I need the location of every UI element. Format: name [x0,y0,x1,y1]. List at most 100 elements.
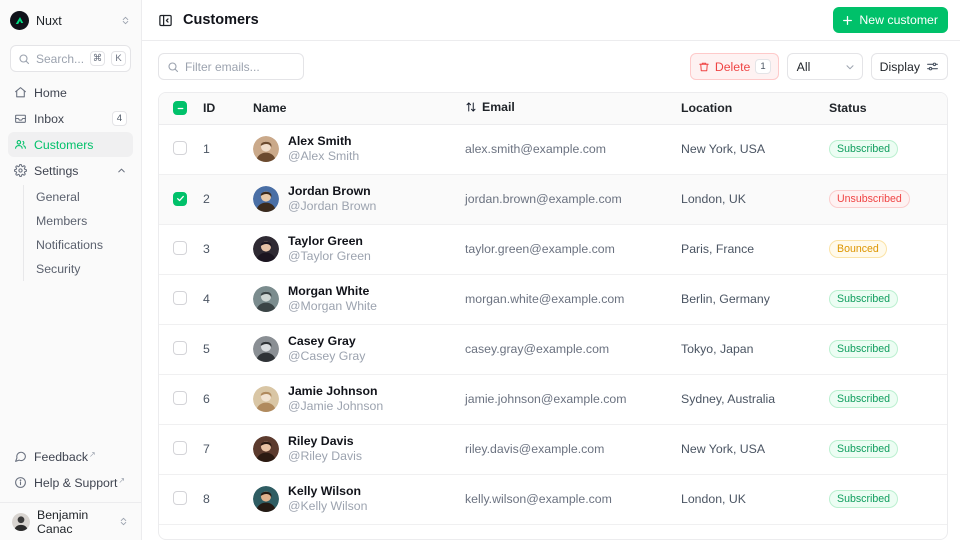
customer-handle: @Alex Smith [288,149,360,163]
sidebar-spacer [0,281,141,444]
filter-emails-input[interactable]: Filter emails... [158,53,304,80]
select-all-header [159,93,195,125]
cell-id: 7 [195,424,245,475]
chat-bubble-icon [14,450,27,463]
customer-name: Morgan White [288,284,370,298]
search-input[interactable]: Search... ⌘ K [10,45,131,72]
user-menu[interactable]: Benjamin Canac [0,502,141,540]
table-header-row: ID Name Email Location Status [159,93,947,125]
column-header-id[interactable]: ID [195,93,245,125]
sort-arrows-icon[interactable] [465,101,477,113]
table-row[interactable]: 1 Alex Smith @Alex Smith alex.smith@example… [159,124,947,175]
table-row[interactable]: 4 Morgan White @Morgan White morgan.white@e… [159,274,947,325]
cell-location: Berlin, Germany [673,274,821,325]
customer-name: Alex Smith [288,134,352,148]
customer-name: Taylor Green [288,234,363,248]
sidebar-item-label: Customers [34,137,94,152]
sidebar-item-settings[interactable]: Settings [8,158,133,183]
cell-email: kelly.wilson@example.com [457,474,673,525]
search-icon [167,61,179,73]
filter-placeholder: Filter emails... [185,59,260,74]
sidebar-item-help-support[interactable]: Help & Support↗ [8,470,133,495]
cell-id: 6 [195,374,245,425]
status-badge: Subscribed [829,440,898,458]
sidebar-item-home[interactable]: Home [8,80,133,105]
row-checkbox[interactable] [173,240,187,255]
row-select-cell [159,124,195,175]
cell-name: Jamie Johnson @Jamie Johnson [245,374,457,425]
table-row[interactable]: 2 Jordan Brown @Jordan Brown jordan.brown@e… [159,174,947,225]
cell-name: Kelly Wilson @Kelly Wilson [245,474,457,525]
cell-id: 5 [195,324,245,375]
table-row[interactable]: 5 Casey Gray @Casey Gray casey.gray@example… [159,324,947,375]
cell-id: 8 [195,474,245,525]
delete-button[interactable]: Delete 1 [689,53,779,80]
gear-icon [14,164,27,177]
customer-name: Casey Gray [288,334,356,348]
table-row[interactable]: 8 Kelly Wilson @Kelly Wilson kelly.wilson@e… [159,474,947,525]
kbd-meta: ⌘ [90,51,106,66]
status-filter-select[interactable]: All [786,53,863,80]
row-checkbox[interactable] [173,140,187,155]
status-badge: Subscribed [829,340,898,358]
new-customer-label: New customer [859,13,938,27]
column-header-name[interactable]: Name [245,93,457,125]
avatar [253,336,279,362]
sidebar-item-members[interactable]: Members [33,209,133,233]
cell-name: Riley Davis @Riley Davis [245,424,457,475]
cell-location: Paris, France [673,224,821,275]
subnav-label: Notifications [36,238,103,252]
avatar [12,512,30,531]
row-checkbox[interactable] [173,390,187,405]
inbox-icon [14,112,27,125]
row-checkbox[interactable] [173,191,187,206]
table-row[interactable]: 6 Jamie Johnson @Jamie Johnson jamie.johnso… [159,374,947,425]
status-badge: Subscribed [829,140,898,158]
cell-status: Bounced [821,224,947,275]
avatar [253,386,279,412]
column-header-email[interactable]: Email [457,93,673,125]
sidebar-item-notifications[interactable]: Notifications [33,233,133,257]
select-all-checkbox[interactable] [173,101,187,115]
team-switcher[interactable]: Nuxt [0,0,141,41]
table-row[interactable]: 3 Taylor Green @Taylor Green taylor.green@e… [159,224,947,275]
row-select-cell [159,174,195,225]
table-row[interactable]: 7 Riley Davis @Riley Davis riley.davis@exam… [159,424,947,475]
cell-location: New York, USA [673,124,821,175]
sidebar-item-security[interactable]: Security [33,257,133,281]
row-select-cell [159,274,195,325]
sidebar-item-inbox[interactable]: Inbox 4 [8,106,133,131]
cell-name: Jordan Brown @Jordan Brown [245,174,457,225]
subnav-label: Members [36,214,88,228]
cell-id: 3 [195,224,245,275]
chevron-down-icon [844,61,856,73]
sidebar-item-general[interactable]: General [33,185,133,209]
column-header-status[interactable]: Status [821,93,947,125]
panel-collapse-icon[interactable] [158,13,173,28]
row-checkbox[interactable] [173,340,187,355]
row-checkbox[interactable] [173,440,187,455]
column-header-location[interactable]: Location [673,93,821,125]
sidebar-item-customers[interactable]: Customers [8,132,133,157]
customer-handle: @Jordan Brown [288,199,377,213]
sidebar: Nuxt Search... ⌘ K Home [0,0,142,540]
sliders-icon [926,60,939,73]
external-link-icon: ↗ [89,449,96,459]
subnav-label: General [36,190,80,204]
avatar [253,486,279,512]
chevron-up-down-icon [118,516,129,527]
cell-name: Casey Gray @Casey Gray [245,324,457,375]
inbox-badge: 4 [111,111,127,126]
new-customer-button[interactable]: New customer [833,7,948,33]
sidebar-item-feedback[interactable]: Feedback↗ [8,444,133,469]
cell-email: casey.gray@example.com [457,324,673,375]
row-checkbox[interactable] [173,290,187,305]
customer-handle: @Kelly Wilson [288,499,368,513]
users-icon [14,138,27,151]
display-button[interactable]: Display [870,53,948,80]
customers-table-element: ID Name Email Location Status [159,93,947,525]
row-checkbox[interactable] [173,490,187,505]
chevron-up-down-icon [120,15,131,26]
avatar [253,236,279,262]
